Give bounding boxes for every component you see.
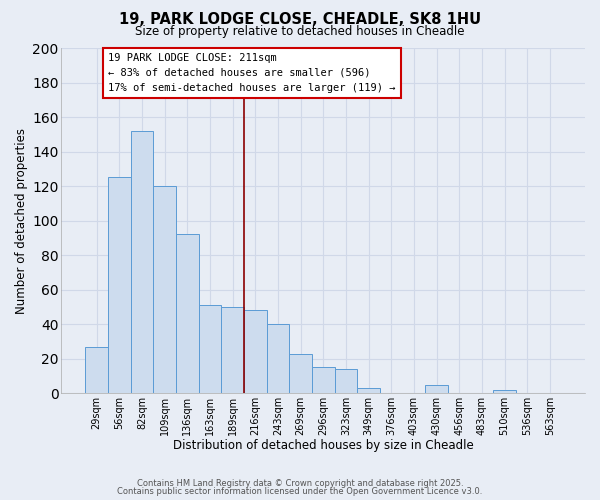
Bar [199, 306, 221, 394]
Bar [153, 186, 176, 394]
Bar [108, 178, 131, 394]
Text: 19 PARK LODGE CLOSE: 211sqm
← 83% of detached houses are smaller (596)
17% of se: 19 PARK LODGE CLOSE: 211sqm ← 83% of det… [108, 53, 395, 93]
Text: 19, PARK LODGE CLOSE, CHEADLE, SK8 1HU: 19, PARK LODGE CLOSE, CHEADLE, SK8 1HU [119, 12, 481, 28]
Text: Contains HM Land Registry data © Crown copyright and database right 2025.: Contains HM Land Registry data © Crown c… [137, 478, 463, 488]
Bar [289, 354, 312, 394]
Y-axis label: Number of detached properties: Number of detached properties [15, 128, 28, 314]
Bar [357, 388, 380, 394]
Bar [335, 369, 357, 394]
Bar [131, 131, 153, 394]
Text: Size of property relative to detached houses in Cheadle: Size of property relative to detached ho… [135, 25, 465, 38]
Bar [221, 307, 244, 394]
Bar [493, 390, 516, 394]
X-axis label: Distribution of detached houses by size in Cheadle: Distribution of detached houses by size … [173, 440, 473, 452]
Bar [425, 384, 448, 394]
Bar [85, 346, 108, 394]
Bar [312, 368, 335, 394]
Bar [266, 324, 289, 394]
Text: Contains public sector information licensed under the Open Government Licence v3: Contains public sector information licen… [118, 487, 482, 496]
Bar [176, 234, 199, 394]
Bar [244, 310, 266, 394]
